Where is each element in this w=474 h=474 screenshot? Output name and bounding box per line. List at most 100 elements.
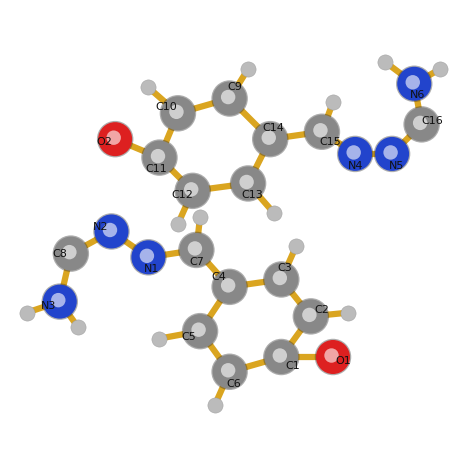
Point (189, 187, 197, 195)
Text: C5: C5 (181, 332, 196, 342)
Point (23, 309, 30, 317)
Point (244, 180, 252, 187)
Point (388, 150, 396, 158)
Point (381, 58, 389, 65)
Point (195, 326, 202, 334)
Point (224, 366, 232, 374)
Point (329, 353, 337, 361)
Point (224, 93, 232, 101)
Text: N4: N4 (347, 161, 363, 171)
Point (277, 276, 285, 283)
Point (108, 228, 115, 235)
Text: N3: N3 (41, 301, 56, 311)
Point (418, 120, 425, 128)
Text: C9: C9 (228, 82, 243, 92)
Point (196, 213, 204, 220)
Point (145, 254, 152, 261)
Text: O2: O2 (96, 137, 112, 147)
Text: C7: C7 (189, 257, 204, 267)
Point (226, 368, 233, 375)
Point (196, 328, 204, 335)
Point (344, 309, 352, 317)
Point (292, 242, 300, 250)
Point (192, 246, 200, 254)
Point (244, 65, 252, 73)
Text: C15: C15 (319, 137, 341, 147)
Point (436, 65, 444, 73)
Point (224, 282, 232, 289)
Point (111, 136, 119, 143)
Point (388, 150, 396, 158)
Point (226, 95, 233, 102)
Text: C11: C11 (145, 164, 167, 173)
Point (226, 95, 233, 102)
Text: N1: N1 (144, 264, 159, 274)
Point (277, 353, 285, 361)
Point (244, 180, 252, 187)
Text: N6: N6 (410, 90, 426, 100)
Text: N2: N2 (92, 222, 108, 232)
Point (410, 80, 418, 88)
Point (65, 248, 73, 256)
Point (108, 228, 115, 235)
Point (328, 352, 335, 359)
Point (276, 352, 283, 359)
Point (329, 99, 337, 106)
Text: C4: C4 (212, 272, 227, 282)
Point (174, 109, 182, 117)
Text: C6: C6 (226, 379, 241, 389)
Point (174, 109, 182, 117)
Point (266, 136, 274, 143)
Point (226, 283, 233, 291)
Point (67, 250, 74, 257)
Point (329, 353, 337, 361)
Point (350, 149, 357, 156)
Point (110, 134, 118, 141)
Point (145, 254, 152, 261)
Point (277, 353, 285, 361)
Point (226, 368, 233, 375)
Point (155, 154, 163, 162)
Point (211, 401, 219, 409)
Point (189, 187, 197, 195)
Point (277, 276, 285, 283)
Point (155, 154, 163, 162)
Point (111, 136, 119, 143)
Text: C8: C8 (52, 249, 67, 259)
Point (318, 128, 326, 136)
Text: C3: C3 (278, 264, 292, 273)
Point (243, 178, 250, 186)
Point (56, 298, 64, 305)
Point (187, 186, 195, 193)
Point (106, 226, 114, 234)
Point (318, 128, 326, 136)
Text: C14: C14 (262, 123, 284, 133)
Point (265, 134, 273, 141)
Point (55, 296, 62, 304)
Point (418, 120, 425, 128)
Point (307, 312, 315, 320)
Point (191, 245, 199, 252)
Point (276, 274, 283, 282)
Point (56, 298, 64, 305)
Point (270, 209, 278, 217)
Point (155, 335, 163, 342)
Point (145, 84, 152, 91)
Point (67, 250, 74, 257)
Point (74, 324, 82, 331)
Point (154, 152, 162, 160)
Point (351, 150, 359, 158)
Point (410, 80, 418, 88)
Text: O1: O1 (336, 356, 351, 366)
Point (306, 311, 313, 319)
Text: C1: C1 (285, 361, 300, 371)
Text: C13: C13 (241, 190, 263, 200)
Point (192, 246, 200, 254)
Point (387, 149, 394, 156)
Point (317, 127, 324, 134)
Text: N5: N5 (389, 161, 404, 171)
Point (226, 283, 233, 291)
Text: C16: C16 (421, 117, 443, 127)
Point (174, 220, 182, 228)
Point (143, 252, 151, 260)
